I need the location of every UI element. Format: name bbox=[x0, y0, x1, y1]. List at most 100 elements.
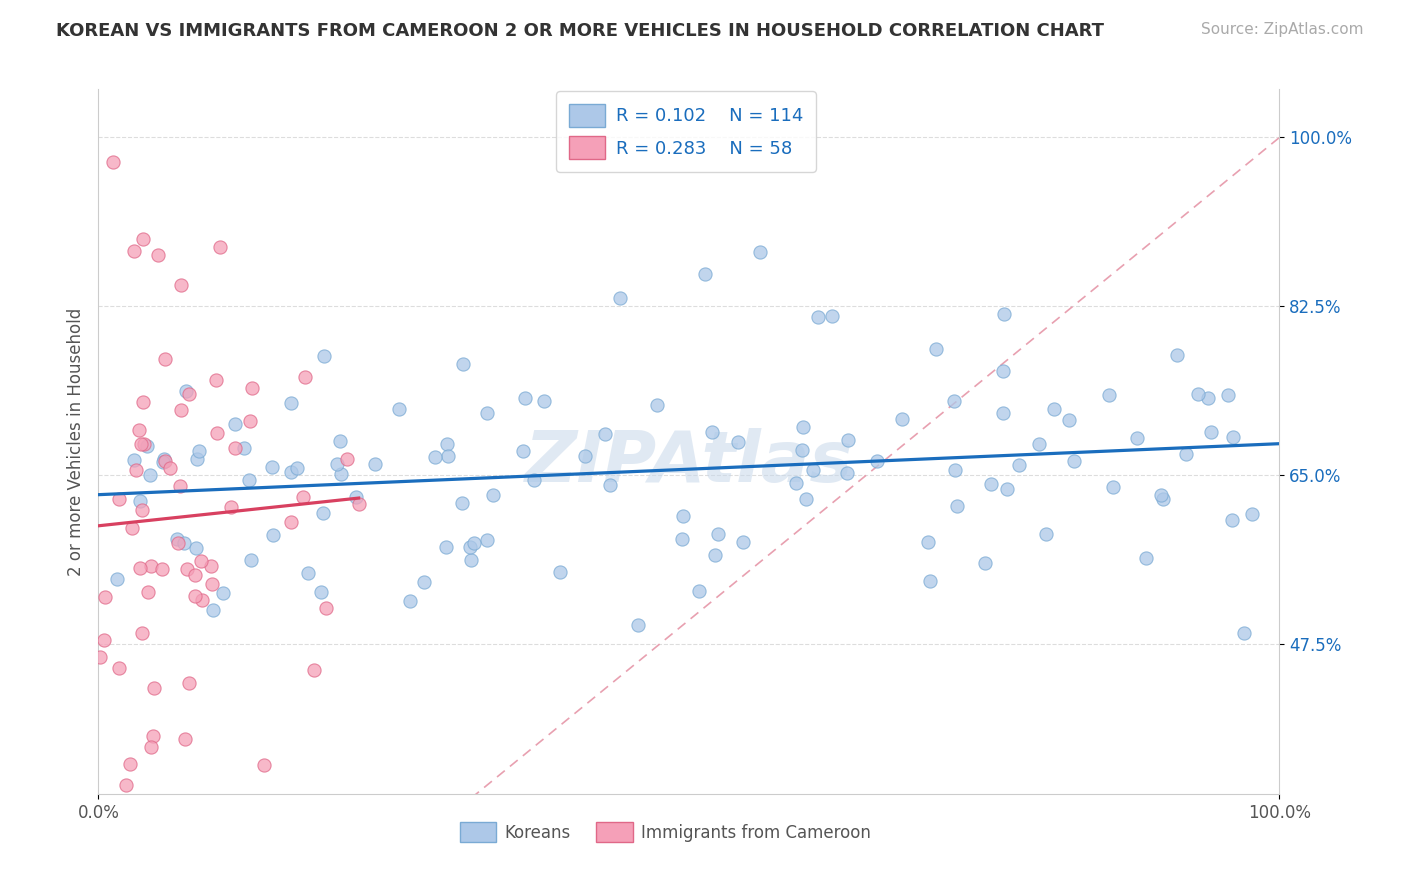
Point bbox=[794, 491, 817, 506]
Point bbox=[702, 425, 724, 440]
Point bbox=[294, 369, 316, 384]
Point bbox=[131, 626, 153, 640]
Point bbox=[925, 342, 948, 356]
Point bbox=[451, 357, 474, 371]
Point bbox=[131, 503, 153, 517]
Point bbox=[704, 548, 727, 562]
Point bbox=[1222, 430, 1244, 444]
Point bbox=[727, 434, 749, 449]
Point bbox=[280, 515, 302, 529]
Point bbox=[224, 442, 246, 456]
Point bbox=[139, 559, 162, 574]
Point bbox=[1135, 550, 1157, 565]
Point bbox=[748, 245, 770, 260]
Point bbox=[336, 452, 359, 467]
Point bbox=[364, 457, 387, 471]
Point bbox=[991, 406, 1014, 420]
Point bbox=[153, 454, 176, 468]
Point bbox=[280, 465, 302, 479]
Point bbox=[425, 450, 447, 464]
Point bbox=[946, 500, 969, 514]
Point bbox=[304, 663, 326, 677]
Point bbox=[260, 459, 283, 474]
Point bbox=[993, 307, 1015, 321]
Point bbox=[513, 391, 536, 405]
Point bbox=[233, 441, 256, 455]
Point bbox=[152, 455, 174, 469]
Point bbox=[129, 561, 152, 575]
Point bbox=[238, 473, 260, 487]
Point bbox=[609, 291, 631, 305]
Point bbox=[980, 477, 1002, 491]
Point bbox=[1150, 488, 1173, 502]
Text: ZIPAtlas: ZIPAtlas bbox=[524, 428, 853, 497]
Point bbox=[135, 439, 157, 453]
Point bbox=[991, 364, 1014, 378]
Point bbox=[153, 352, 176, 367]
Point bbox=[451, 496, 474, 510]
Point bbox=[239, 414, 262, 428]
Point bbox=[186, 451, 208, 466]
Point bbox=[208, 240, 231, 254]
Point bbox=[166, 532, 188, 546]
Text: KOREAN VS IMMIGRANTS FROM CAMEROON 2 OR MORE VEHICLES IN HOUSEHOLD CORRELATION C: KOREAN VS IMMIGRANTS FROM CAMEROON 2 OR … bbox=[56, 22, 1104, 40]
Point bbox=[169, 402, 191, 417]
Point bbox=[311, 506, 333, 520]
Point bbox=[125, 462, 148, 476]
Point bbox=[706, 526, 728, 541]
Point bbox=[548, 565, 571, 579]
Point bbox=[128, 494, 150, 508]
Point bbox=[184, 589, 207, 603]
Point bbox=[1216, 387, 1239, 401]
Point bbox=[460, 553, 482, 567]
Point bbox=[437, 449, 460, 463]
Point bbox=[200, 559, 222, 574]
Point bbox=[146, 248, 169, 262]
Point bbox=[837, 433, 859, 447]
Point bbox=[1198, 391, 1220, 405]
Point bbox=[593, 427, 616, 442]
Point bbox=[785, 476, 807, 491]
Point bbox=[240, 553, 263, 567]
Point bbox=[190, 554, 212, 568]
Point bbox=[142, 730, 165, 744]
Point bbox=[122, 453, 145, 467]
Point bbox=[212, 586, 235, 600]
Point bbox=[943, 394, 966, 409]
Point bbox=[170, 278, 193, 293]
Point bbox=[280, 396, 302, 410]
Point bbox=[201, 577, 224, 591]
Point bbox=[177, 387, 200, 401]
Point bbox=[122, 244, 145, 259]
Point bbox=[105, 572, 128, 586]
Point bbox=[297, 566, 319, 580]
Point bbox=[219, 500, 242, 515]
Point bbox=[731, 535, 754, 549]
Point bbox=[240, 381, 263, 395]
Point bbox=[330, 467, 353, 481]
Point bbox=[166, 536, 188, 550]
Point bbox=[184, 568, 207, 582]
Point bbox=[176, 562, 198, 576]
Point bbox=[329, 434, 352, 448]
Point bbox=[169, 478, 191, 492]
Point bbox=[89, 650, 111, 665]
Point bbox=[803, 463, 825, 477]
Point bbox=[309, 585, 332, 599]
Point bbox=[315, 601, 337, 615]
Point bbox=[1126, 431, 1149, 445]
Point bbox=[139, 468, 162, 483]
Point bbox=[413, 575, 436, 590]
Point bbox=[917, 535, 939, 549]
Point bbox=[253, 758, 276, 772]
Point bbox=[1187, 386, 1209, 401]
Point bbox=[672, 508, 695, 523]
Point bbox=[191, 592, 214, 607]
Point bbox=[262, 527, 284, 541]
Point bbox=[184, 541, 207, 555]
Point bbox=[1233, 625, 1256, 640]
Point bbox=[174, 732, 197, 747]
Point bbox=[792, 420, 814, 434]
Point bbox=[434, 540, 457, 554]
Text: Source: ZipAtlas.com: Source: ZipAtlas.com bbox=[1201, 22, 1364, 37]
